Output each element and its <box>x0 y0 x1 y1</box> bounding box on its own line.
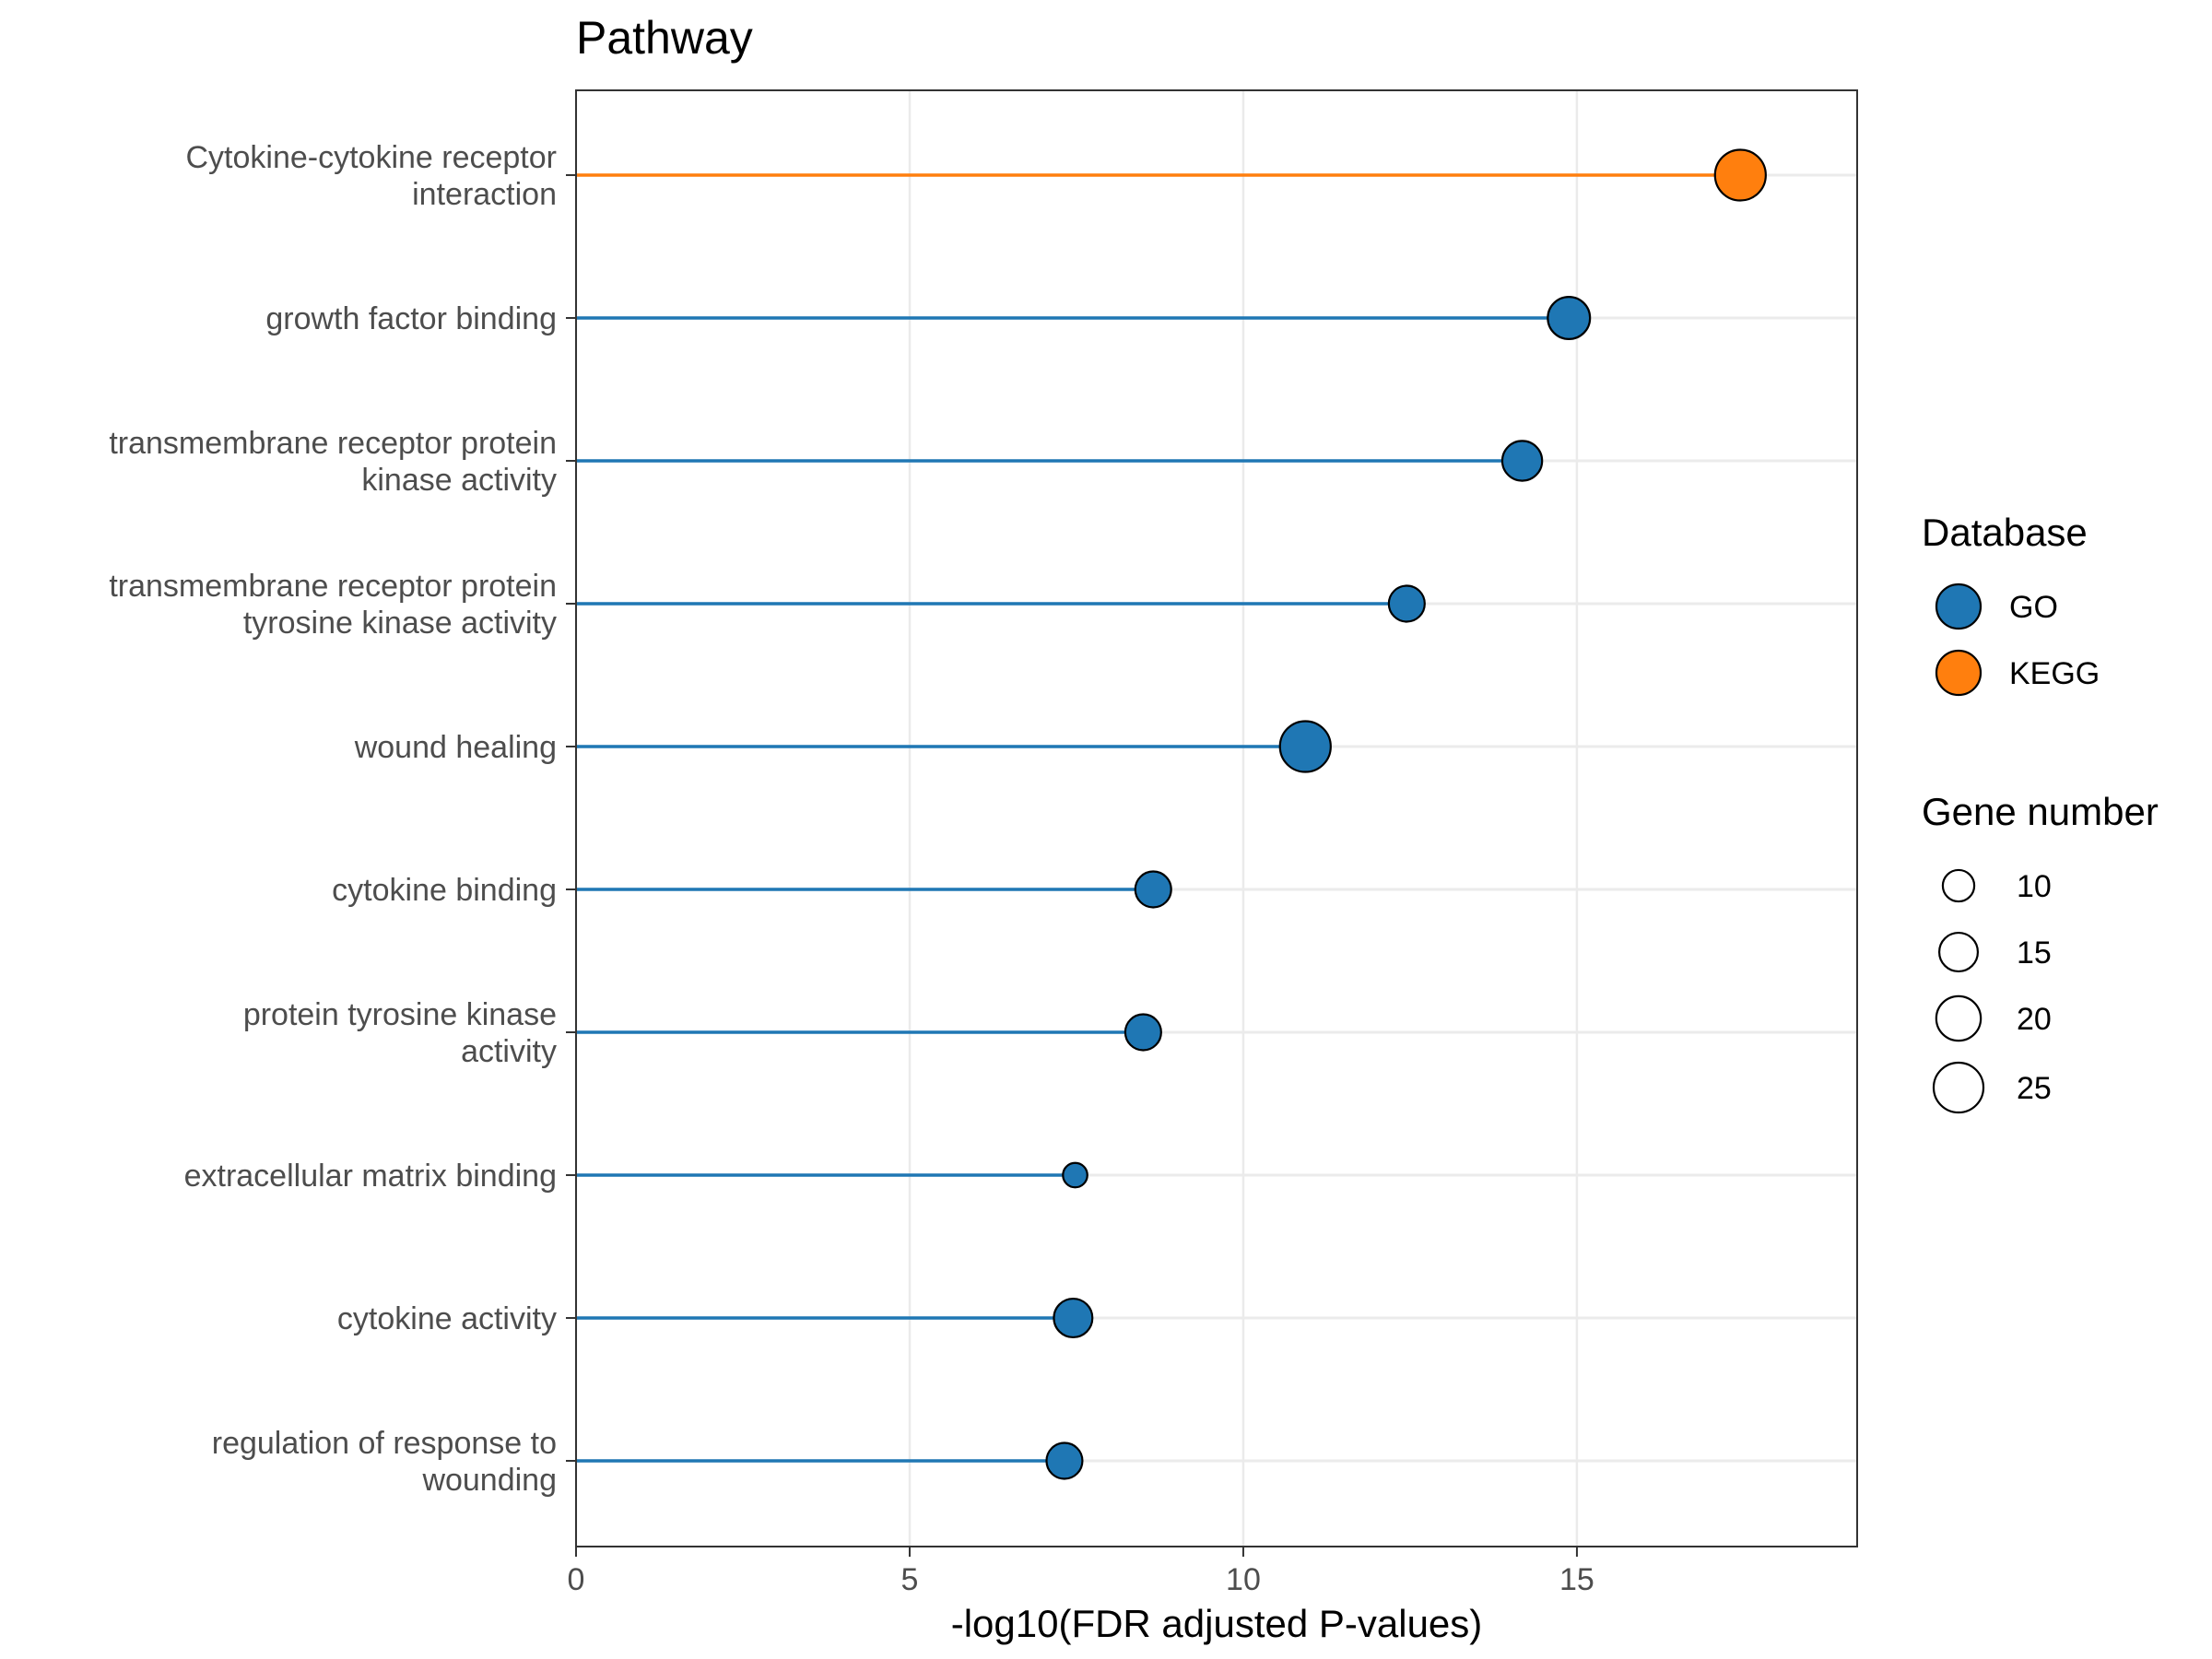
lollipop-point <box>1134 870 1172 909</box>
legend: Database GO KEGG Gene number 10 15 20 25 <box>1922 511 2159 1114</box>
legend-title-database: Database <box>1922 511 2088 554</box>
y-tick-label: kinase activity <box>361 463 557 498</box>
y-tick-label: growth factor binding <box>265 301 557 336</box>
panel-border <box>575 89 1858 1547</box>
legend-key-size <box>1941 868 1976 903</box>
y-tick-label: regulation of response to <box>212 1426 557 1461</box>
lollipop-point <box>1062 1161 1088 1189</box>
legend-key-database <box>1935 582 1983 630</box>
x-tick-label: 10 <box>1226 1562 1261 1597</box>
lollipop-point <box>1278 720 1332 773</box>
y-tick-label: transmembrane receptor protein <box>109 569 557 604</box>
y-tick-label: extracellular matrix binding <box>184 1159 557 1194</box>
lollipop-point <box>1053 1297 1094 1339</box>
legend-label-size: 20 <box>2017 1002 2052 1037</box>
y-tick-label: cytokine binding <box>332 873 557 908</box>
lollipop-point <box>1387 584 1426 623</box>
legend-key-size <box>1932 1061 1985 1114</box>
x-tick-label: 0 <box>568 1562 585 1597</box>
y-tick-label: wounding <box>421 1463 557 1498</box>
lollipop-point <box>1124 1013 1162 1052</box>
lollipop-point <box>1045 1441 1084 1480</box>
legend-label-database: KEGG <box>2009 656 2100 691</box>
lollipop-point <box>1500 440 1544 482</box>
y-tick-label: tyrosine kinase activity <box>243 606 557 641</box>
y-tick-label: Cytokine-cytokine receptor <box>185 140 557 175</box>
legend-label-database: GO <box>2009 590 2058 625</box>
x-tick-label: 15 <box>1559 1562 1594 1597</box>
y-tick-label: interaction <box>412 177 557 212</box>
panel-background <box>576 90 1857 1547</box>
lollipop-point <box>1547 295 1592 341</box>
y-tick-label: cytokine activity <box>337 1301 557 1336</box>
legend-key-database <box>1935 649 1983 697</box>
x-tick-label: 5 <box>901 1562 919 1597</box>
legend-label-size: 25 <box>2017 1071 2052 1106</box>
y-tick-label: wound healing <box>354 730 557 765</box>
legend-key-size <box>1937 931 1980 973</box>
y-tick-label: transmembrane receptor protein <box>109 426 557 461</box>
y-tick-label: activity <box>461 1034 557 1069</box>
chart-title: Pathway <box>576 12 753 64</box>
lollipop-point <box>1713 148 1767 202</box>
y-tick-label: protein tyrosine kinase <box>243 997 557 1032</box>
legend-label-size: 15 <box>2017 935 2052 971</box>
x-axis-label: -log10(FDR adjusted P-values) <box>951 1602 1483 1645</box>
legend-title-gene-number: Gene number <box>1922 790 2159 833</box>
legend-label-size: 10 <box>2017 869 2052 904</box>
legend-key-size <box>1935 994 1983 1042</box>
